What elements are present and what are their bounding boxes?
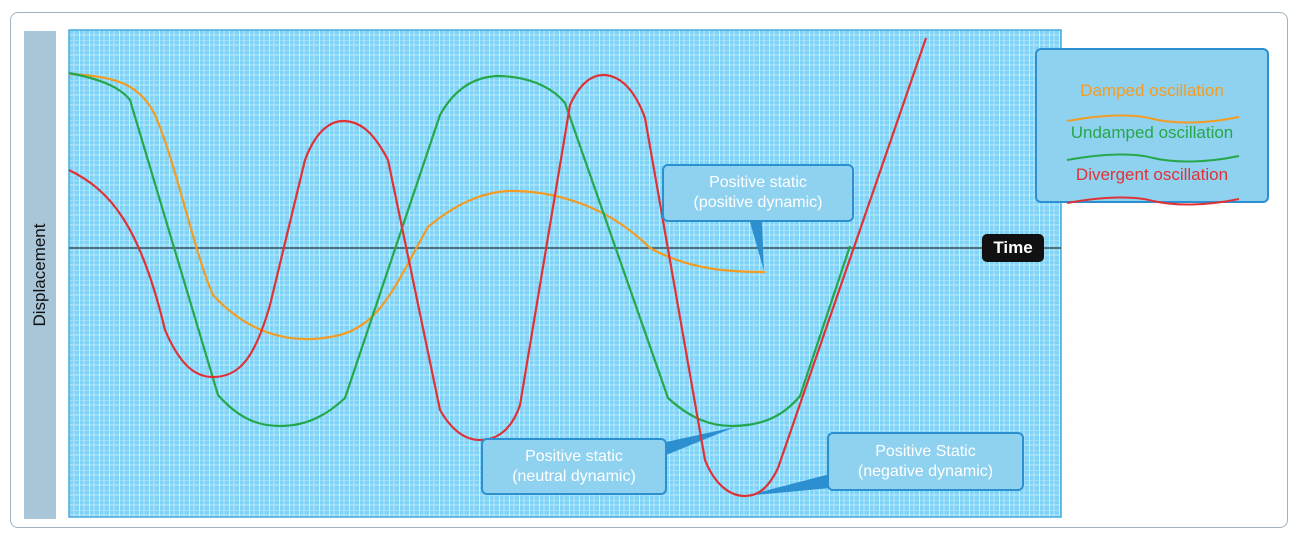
legend-swatch-divergent (1066, 196, 1240, 206)
divergent-oscillation-curve (68, 37, 928, 498)
legend: Damped oscillation Undamped oscillation … (1035, 48, 1269, 206)
undamped-oscillation-curve (68, 71, 852, 428)
callout-damped: Positive static (positive dynamic) (662, 164, 854, 222)
legend-swatch-undamped (1066, 153, 1240, 163)
x-axis-label: Time (982, 234, 1044, 262)
callout-divergent-line2: (negative dynamic) (857, 462, 994, 480)
callout-pointer-divergent (745, 474, 830, 496)
callout-damped-line2: (positive dynamic) (693, 194, 823, 211)
callout-undamped-line1: Positive static (525, 447, 623, 465)
legend-label-damped: Damped oscillation (1080, 81, 1224, 100)
callout-undamped: Positive static (neutral dynamic) (481, 438, 667, 495)
legend-label-divergent: Divergent oscillation (1075, 165, 1229, 184)
damped-oscillation-curve (68, 72, 766, 341)
callout-pointer-undamped (666, 427, 735, 455)
callout-damped-line1: Positive static (709, 174, 807, 191)
callout-divergent-line1: Positive Static (875, 442, 976, 460)
legend-label-undamped: Undamped oscillation (1070, 123, 1234, 142)
callout-pointer-damped (750, 222, 764, 271)
y-axis-label-bar (24, 31, 56, 519)
callout-undamped-line2: (neutral dynamic) (512, 467, 636, 485)
legend-swatch-damped (1066, 114, 1240, 124)
callout-divergent: Positive Static (negative dynamic) (827, 432, 1024, 491)
